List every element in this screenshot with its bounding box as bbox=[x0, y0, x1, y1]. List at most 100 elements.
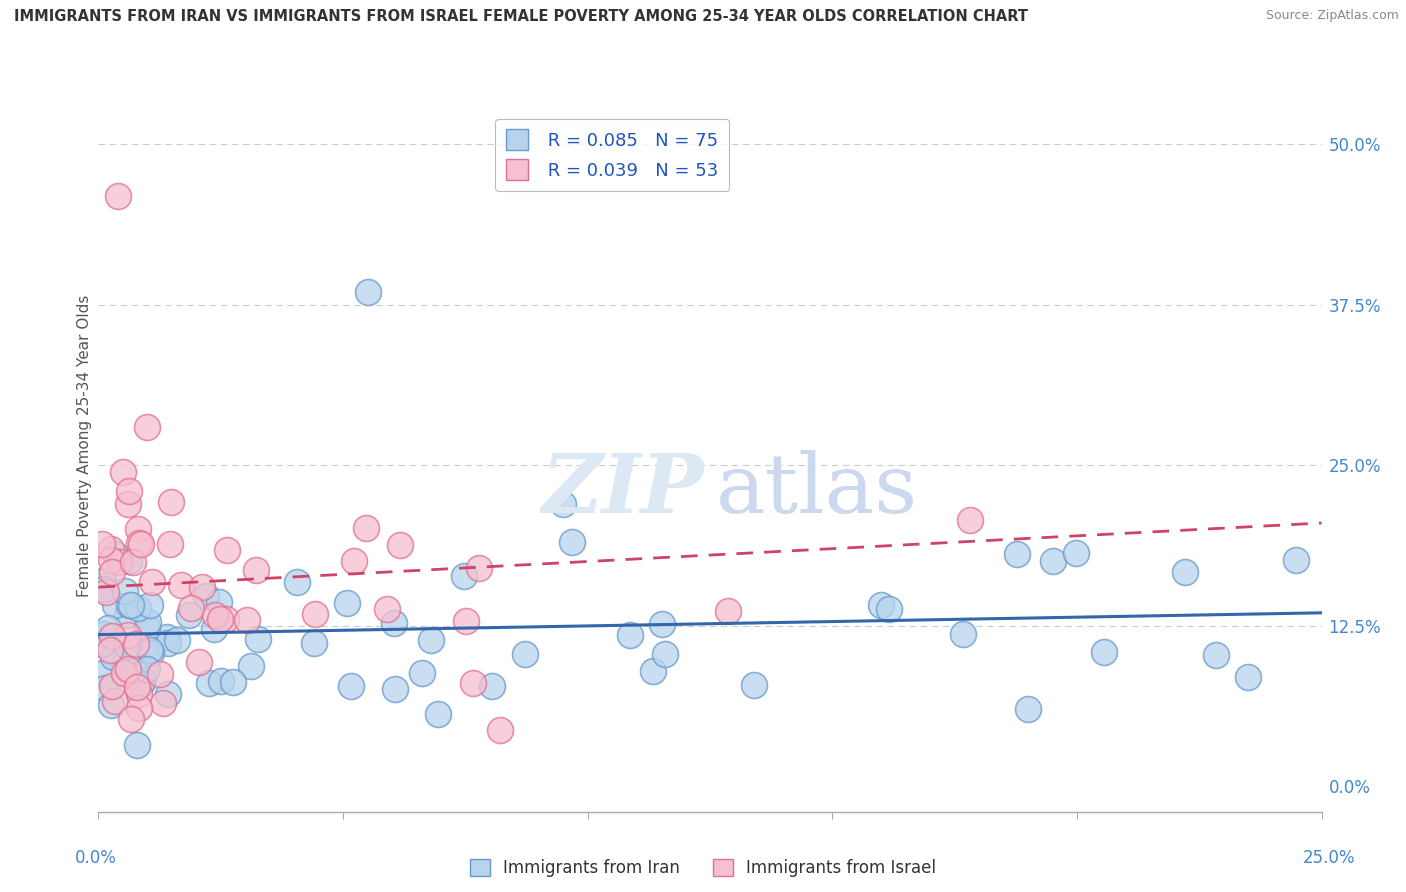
Point bbox=[340, 679, 363, 693]
Point bbox=[120, 669, 142, 683]
Point bbox=[149, 666, 172, 681]
Point bbox=[463, 675, 485, 690]
Point bbox=[1005, 547, 1028, 561]
Legend: Immigrants from Iran, Immigrants from Israel: Immigrants from Iran, Immigrants from Is… bbox=[463, 852, 943, 884]
Point bbox=[959, 512, 981, 526]
Point bbox=[136, 419, 159, 434]
Point bbox=[651, 617, 673, 632]
Point bbox=[209, 612, 232, 626]
Point bbox=[187, 655, 209, 669]
Point bbox=[1205, 648, 1227, 662]
Point bbox=[202, 623, 225, 637]
Point bbox=[101, 650, 124, 665]
Point bbox=[208, 594, 231, 608]
Point bbox=[93, 681, 115, 695]
Point bbox=[100, 553, 122, 567]
Point bbox=[141, 646, 163, 660]
Point bbox=[411, 665, 433, 680]
Point bbox=[160, 495, 183, 509]
Point bbox=[382, 615, 405, 630]
Point bbox=[222, 675, 245, 690]
Point bbox=[117, 628, 139, 642]
Point bbox=[136, 615, 159, 630]
Point bbox=[1017, 702, 1039, 716]
Point bbox=[209, 674, 232, 689]
Point bbox=[456, 614, 478, 628]
Point bbox=[742, 677, 765, 691]
Point bbox=[101, 629, 124, 643]
Point bbox=[104, 694, 127, 708]
Point bbox=[120, 598, 142, 612]
Point bbox=[104, 598, 127, 612]
Point bbox=[1092, 645, 1115, 659]
Point bbox=[98, 642, 121, 657]
Point bbox=[139, 642, 162, 657]
Point bbox=[128, 536, 150, 550]
Text: atlas: atlas bbox=[716, 450, 918, 530]
Point bbox=[120, 712, 142, 726]
Point bbox=[217, 542, 239, 557]
Text: 0.0%: 0.0% bbox=[75, 849, 117, 867]
Point bbox=[117, 662, 139, 676]
Point bbox=[489, 723, 512, 738]
Point bbox=[375, 601, 398, 615]
Point bbox=[654, 647, 676, 661]
Point bbox=[239, 658, 262, 673]
Point bbox=[513, 647, 536, 661]
Point bbox=[132, 673, 155, 688]
Point bbox=[131, 677, 153, 691]
Point bbox=[170, 578, 193, 592]
Point bbox=[101, 679, 124, 693]
Point bbox=[453, 568, 475, 582]
Point bbox=[180, 600, 202, 615]
Point bbox=[156, 636, 179, 650]
Point bbox=[115, 639, 138, 653]
Point bbox=[93, 626, 115, 640]
Point bbox=[389, 538, 412, 552]
Point bbox=[159, 537, 181, 551]
Point bbox=[356, 285, 378, 299]
Point bbox=[384, 681, 406, 696]
Point bbox=[114, 583, 136, 598]
Point bbox=[125, 738, 148, 752]
Point bbox=[198, 676, 221, 690]
Point bbox=[343, 554, 366, 568]
Point bbox=[127, 601, 149, 615]
Point bbox=[93, 582, 115, 596]
Point bbox=[118, 483, 141, 498]
Point bbox=[561, 534, 583, 549]
Point bbox=[152, 696, 174, 710]
Point bbox=[166, 632, 188, 647]
Point bbox=[195, 590, 218, 604]
Text: 25.0%: 25.0% bbox=[1302, 849, 1355, 867]
Point bbox=[302, 636, 325, 650]
Point bbox=[112, 666, 135, 681]
Point bbox=[111, 465, 134, 479]
Point bbox=[139, 598, 162, 612]
Text: ZIP: ZIP bbox=[541, 450, 704, 530]
Point bbox=[304, 607, 326, 622]
Text: IMMIGRANTS FROM IRAN VS IMMIGRANTS FROM ISRAEL FEMALE POVERTY AMONG 25-34 YEAR O: IMMIGRANTS FROM IRAN VS IMMIGRANTS FROM … bbox=[14, 9, 1028, 24]
Point bbox=[215, 612, 238, 626]
Point bbox=[1285, 553, 1308, 567]
Point bbox=[481, 679, 503, 693]
Point bbox=[1042, 554, 1064, 568]
Point bbox=[107, 188, 129, 202]
Point bbox=[122, 645, 145, 659]
Text: Source: ZipAtlas.com: Source: ZipAtlas.com bbox=[1265, 9, 1399, 22]
Point bbox=[285, 575, 308, 590]
Point bbox=[97, 621, 120, 635]
Point bbox=[104, 547, 127, 561]
Point bbox=[156, 630, 179, 644]
Point bbox=[135, 662, 157, 676]
Point bbox=[100, 542, 122, 557]
Point bbox=[419, 633, 441, 648]
Point bbox=[122, 555, 145, 569]
Point bbox=[870, 598, 893, 612]
Point bbox=[191, 580, 214, 594]
Point bbox=[236, 613, 259, 627]
Point bbox=[643, 664, 665, 678]
Point bbox=[245, 563, 267, 577]
Point bbox=[336, 596, 359, 610]
Point bbox=[117, 497, 139, 511]
